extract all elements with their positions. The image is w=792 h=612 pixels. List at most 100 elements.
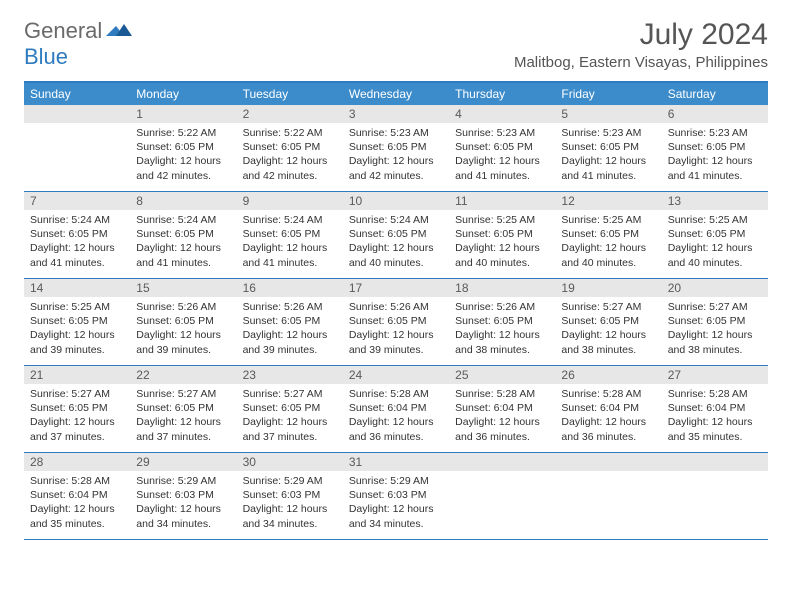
day-details: Sunrise: 5:25 AMSunset: 6:05 PMDaylight:… — [449, 210, 555, 275]
day-number: 23 — [237, 366, 343, 384]
day-cell: 25Sunrise: 5:28 AMSunset: 6:04 PMDayligh… — [449, 366, 555, 452]
day-number: 17 — [343, 279, 449, 297]
week-row: 1Sunrise: 5:22 AMSunset: 6:05 PMDaylight… — [24, 105, 768, 192]
day-details: Sunrise: 5:29 AMSunset: 6:03 PMDaylight:… — [343, 471, 449, 536]
week-row: 14Sunrise: 5:25 AMSunset: 6:05 PMDayligh… — [24, 279, 768, 366]
day-number: 14 — [24, 279, 130, 297]
day-cell: 16Sunrise: 5:26 AMSunset: 6:05 PMDayligh… — [237, 279, 343, 365]
day-cell: 9Sunrise: 5:24 AMSunset: 6:05 PMDaylight… — [237, 192, 343, 278]
day-header: Thursday — [449, 83, 555, 105]
day-cell: 22Sunrise: 5:27 AMSunset: 6:05 PMDayligh… — [130, 366, 236, 452]
day-number: 26 — [555, 366, 661, 384]
day-details: Sunrise: 5:28 AMSunset: 6:04 PMDaylight:… — [662, 384, 768, 449]
day-number: 18 — [449, 279, 555, 297]
day-cell: 23Sunrise: 5:27 AMSunset: 6:05 PMDayligh… — [237, 366, 343, 452]
day-header: Monday — [130, 83, 236, 105]
day-details: Sunrise: 5:23 AMSunset: 6:05 PMDaylight:… — [555, 123, 661, 188]
day-number: 3 — [343, 105, 449, 123]
day-number: 30 — [237, 453, 343, 471]
day-header: Sunday — [24, 83, 130, 105]
day-details: Sunrise: 5:27 AMSunset: 6:05 PMDaylight:… — [555, 297, 661, 362]
day-number: 28 — [24, 453, 130, 471]
day-cell: 3Sunrise: 5:23 AMSunset: 6:05 PMDaylight… — [343, 105, 449, 191]
day-cell — [555, 453, 661, 539]
day-cell: 24Sunrise: 5:28 AMSunset: 6:04 PMDayligh… — [343, 366, 449, 452]
day-cell: 11Sunrise: 5:25 AMSunset: 6:05 PMDayligh… — [449, 192, 555, 278]
day-number — [449, 453, 555, 471]
logo-text-blue: Blue — [24, 44, 68, 69]
day-cell: 28Sunrise: 5:28 AMSunset: 6:04 PMDayligh… — [24, 453, 130, 539]
day-details: Sunrise: 5:23 AMSunset: 6:05 PMDaylight:… — [343, 123, 449, 188]
title-block: July 2024 Malitbog, Eastern Visayas, Phi… — [514, 18, 768, 71]
day-number: 27 — [662, 366, 768, 384]
day-number: 16 — [237, 279, 343, 297]
day-cell: 29Sunrise: 5:29 AMSunset: 6:03 PMDayligh… — [130, 453, 236, 539]
day-details: Sunrise: 5:23 AMSunset: 6:05 PMDaylight:… — [662, 123, 768, 188]
day-details: Sunrise: 5:24 AMSunset: 6:05 PMDaylight:… — [24, 210, 130, 275]
day-number: 21 — [24, 366, 130, 384]
day-details: Sunrise: 5:29 AMSunset: 6:03 PMDaylight:… — [130, 471, 236, 536]
day-header: Wednesday — [343, 83, 449, 105]
day-cell: 4Sunrise: 5:23 AMSunset: 6:05 PMDaylight… — [449, 105, 555, 191]
day-cell — [662, 453, 768, 539]
day-details: Sunrise: 5:24 AMSunset: 6:05 PMDaylight:… — [343, 210, 449, 275]
day-details: Sunrise: 5:22 AMSunset: 6:05 PMDaylight:… — [130, 123, 236, 188]
day-details: Sunrise: 5:25 AMSunset: 6:05 PMDaylight:… — [662, 210, 768, 275]
day-cell: 19Sunrise: 5:27 AMSunset: 6:05 PMDayligh… — [555, 279, 661, 365]
day-header-row: SundayMondayTuesdayWednesdayThursdayFrid… — [24, 83, 768, 105]
day-details: Sunrise: 5:24 AMSunset: 6:05 PMDaylight:… — [130, 210, 236, 275]
calendar: SundayMondayTuesdayWednesdayThursdayFrid… — [24, 81, 768, 540]
day-number: 11 — [449, 192, 555, 210]
day-number: 13 — [662, 192, 768, 210]
day-details: Sunrise: 5:28 AMSunset: 6:04 PMDaylight:… — [24, 471, 130, 536]
day-cell: 20Sunrise: 5:27 AMSunset: 6:05 PMDayligh… — [662, 279, 768, 365]
day-cell: 7Sunrise: 5:24 AMSunset: 6:05 PMDaylight… — [24, 192, 130, 278]
day-cell: 27Sunrise: 5:28 AMSunset: 6:04 PMDayligh… — [662, 366, 768, 452]
day-details: Sunrise: 5:26 AMSunset: 6:05 PMDaylight:… — [449, 297, 555, 362]
day-number: 15 — [130, 279, 236, 297]
day-number — [555, 453, 661, 471]
day-details: Sunrise: 5:27 AMSunset: 6:05 PMDaylight:… — [130, 384, 236, 449]
day-number: 20 — [662, 279, 768, 297]
day-number: 4 — [449, 105, 555, 123]
day-details: Sunrise: 5:27 AMSunset: 6:05 PMDaylight:… — [237, 384, 343, 449]
day-cell: 8Sunrise: 5:24 AMSunset: 6:05 PMDaylight… — [130, 192, 236, 278]
day-header: Tuesday — [237, 83, 343, 105]
day-details: Sunrise: 5:28 AMSunset: 6:04 PMDaylight:… — [555, 384, 661, 449]
day-details: Sunrise: 5:23 AMSunset: 6:05 PMDaylight:… — [449, 123, 555, 188]
day-details: Sunrise: 5:25 AMSunset: 6:05 PMDaylight:… — [24, 297, 130, 362]
day-number: 22 — [130, 366, 236, 384]
day-cell: 5Sunrise: 5:23 AMSunset: 6:05 PMDaylight… — [555, 105, 661, 191]
week-row: 28Sunrise: 5:28 AMSunset: 6:04 PMDayligh… — [24, 453, 768, 540]
day-cell: 13Sunrise: 5:25 AMSunset: 6:05 PMDayligh… — [662, 192, 768, 278]
day-cell: 30Sunrise: 5:29 AMSunset: 6:03 PMDayligh… — [237, 453, 343, 539]
day-cell: 2Sunrise: 5:22 AMSunset: 6:05 PMDaylight… — [237, 105, 343, 191]
day-number: 19 — [555, 279, 661, 297]
day-number: 6 — [662, 105, 768, 123]
day-cell: 1Sunrise: 5:22 AMSunset: 6:05 PMDaylight… — [130, 105, 236, 191]
day-details: Sunrise: 5:24 AMSunset: 6:05 PMDaylight:… — [237, 210, 343, 275]
day-number: 2 — [237, 105, 343, 123]
week-row: 7Sunrise: 5:24 AMSunset: 6:05 PMDaylight… — [24, 192, 768, 279]
logo-flag-icon — [106, 20, 132, 43]
day-number: 1 — [130, 105, 236, 123]
week-row: 21Sunrise: 5:27 AMSunset: 6:05 PMDayligh… — [24, 366, 768, 453]
day-header: Saturday — [662, 83, 768, 105]
day-number: 9 — [237, 192, 343, 210]
day-details: Sunrise: 5:27 AMSunset: 6:05 PMDaylight:… — [24, 384, 130, 449]
day-number: 5 — [555, 105, 661, 123]
day-details: Sunrise: 5:26 AMSunset: 6:05 PMDaylight:… — [343, 297, 449, 362]
logo: General — [24, 18, 134, 44]
weeks-container: 1Sunrise: 5:22 AMSunset: 6:05 PMDaylight… — [24, 105, 768, 540]
day-cell: 17Sunrise: 5:26 AMSunset: 6:05 PMDayligh… — [343, 279, 449, 365]
day-number: 8 — [130, 192, 236, 210]
day-cell: 14Sunrise: 5:25 AMSunset: 6:05 PMDayligh… — [24, 279, 130, 365]
day-cell: 12Sunrise: 5:25 AMSunset: 6:05 PMDayligh… — [555, 192, 661, 278]
day-details: Sunrise: 5:26 AMSunset: 6:05 PMDaylight:… — [237, 297, 343, 362]
day-details: Sunrise: 5:28 AMSunset: 6:04 PMDaylight:… — [449, 384, 555, 449]
day-details: Sunrise: 5:28 AMSunset: 6:04 PMDaylight:… — [343, 384, 449, 449]
logo-text-general: General — [24, 18, 102, 44]
day-details: Sunrise: 5:27 AMSunset: 6:05 PMDaylight:… — [662, 297, 768, 362]
day-cell: 6Sunrise: 5:23 AMSunset: 6:05 PMDaylight… — [662, 105, 768, 191]
day-number — [662, 453, 768, 471]
